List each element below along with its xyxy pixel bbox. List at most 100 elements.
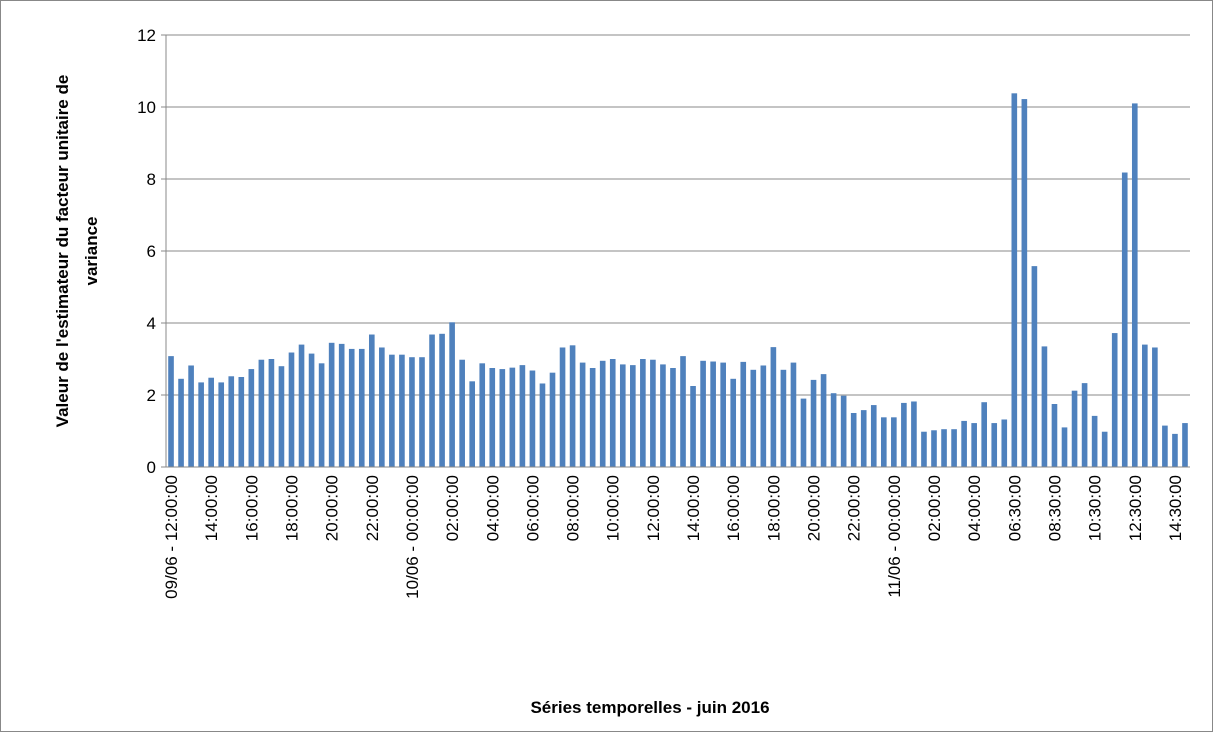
bar [1021,99,1028,467]
bar [1041,346,1048,467]
bar [750,369,757,467]
bar [1121,172,1128,467]
x-tick-label: 18:00:00 [282,475,301,541]
bar [268,359,275,467]
bar [1061,427,1068,467]
y-axis-title-line: Valeur de l'estimateur du facteur unitai… [53,75,72,428]
bar [770,347,777,467]
bar [740,361,747,467]
bar [1172,433,1178,467]
bar [389,354,395,467]
x-tick-label: 16:00:00 [724,475,743,541]
y-tick-label: 12 [137,26,156,45]
bar [1182,423,1188,467]
bar [208,377,214,467]
y-axis-title-line: variance [82,217,101,286]
bar [850,413,857,467]
y-tick-label: 0 [147,458,156,477]
bar [439,333,445,467]
x-tick-label: 20:00:00 [805,475,824,541]
x-tick-label: 04:00:00 [965,475,984,541]
bar [891,417,897,467]
bar [660,364,666,467]
bar [630,365,636,467]
bar [720,362,726,467]
x-tick-label: 04:00:00 [483,475,502,541]
bar [228,376,235,467]
bar [1142,344,1148,467]
bar [379,347,385,467]
bar [790,362,797,467]
bar [800,398,807,467]
x-tick-label: 20:00:00 [323,475,342,541]
y-axis-title: Valeur de l'estimateur du facteur unitai… [53,75,101,428]
bar [619,364,626,467]
bar [318,363,325,467]
bar [700,360,706,467]
x-tick-label: 08:30:00 [1045,475,1064,541]
bar [338,343,345,467]
bar [730,378,737,467]
bar [529,370,536,467]
bar [951,429,957,467]
bar [238,377,245,467]
bar [599,360,606,467]
bar [348,348,355,467]
bar [579,362,586,467]
bar [609,359,616,467]
bar [640,359,646,467]
bar [358,348,365,467]
x-tick-label: 10/06 - 00:00:00 [403,475,422,599]
bar [449,322,455,467]
bar [559,347,566,467]
x-tick-label: 06:30:00 [1005,475,1024,541]
bar [589,368,596,467]
bar [539,383,546,467]
bar [168,356,174,467]
x-tick-label: 06:00:00 [523,475,542,541]
bar [840,395,847,467]
x-axis-title: Séries temporelles - juin 2016 [530,698,769,717]
bar [278,366,285,467]
x-tick-label: 02:00:00 [443,475,462,541]
bar [308,353,315,467]
x-tick-label: 22:00:00 [845,475,864,541]
bar [298,344,305,467]
bar [1001,419,1008,467]
bar [469,381,476,467]
bar [820,374,827,467]
bar [519,365,526,467]
bar [810,379,817,467]
bar [178,378,184,467]
bar [409,357,415,467]
bar [690,386,696,467]
bar [489,368,496,467]
x-tick-label: 10:30:00 [1086,475,1105,541]
bar [780,369,787,467]
bar [830,393,837,467]
bar [870,405,877,467]
x-tick-label: 18:00:00 [764,475,783,541]
y-tick-label: 8 [147,170,156,189]
bar [549,372,556,467]
bar [218,382,225,467]
bar [971,423,977,467]
bar [680,356,686,467]
bar [288,352,295,467]
x-tick-label: 09/06 - 12:00:00 [162,475,181,599]
y-tick-label: 6 [147,242,156,261]
bar [569,345,576,467]
bar [921,431,927,467]
bar [1091,415,1098,467]
x-tick-label: 14:00:00 [202,475,221,541]
x-tick-label: 12:30:00 [1126,475,1145,541]
y-tick-label: 2 [147,386,156,405]
bar [1111,333,1118,467]
bar [901,402,907,467]
x-tick-label: 16:00:00 [242,475,261,541]
bar [429,334,435,467]
bar [650,359,656,467]
bar [459,359,465,467]
bar [479,363,486,467]
bar [941,429,947,467]
